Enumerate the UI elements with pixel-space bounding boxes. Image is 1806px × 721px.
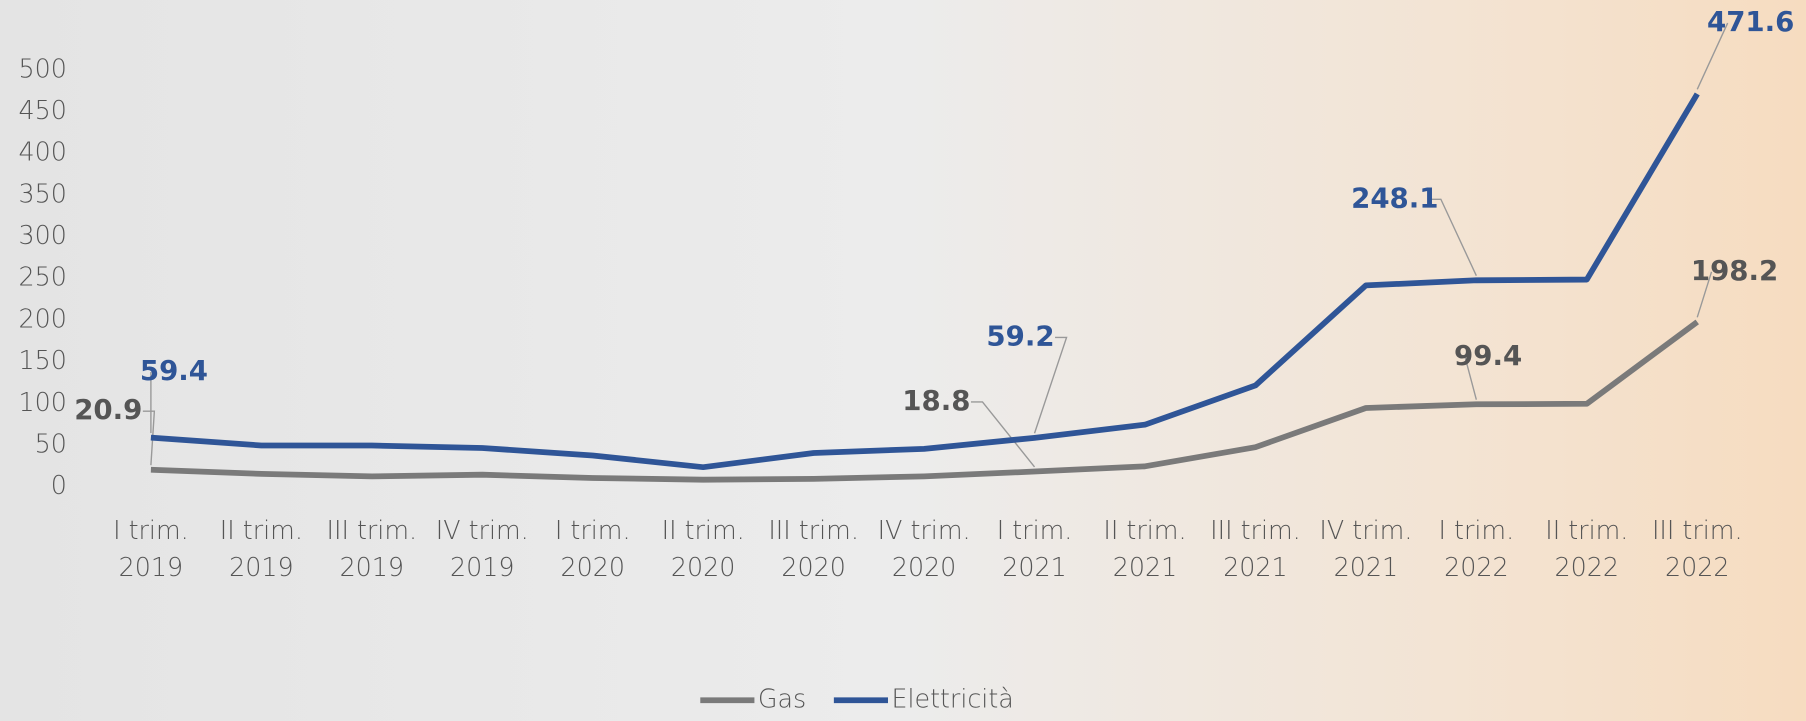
data-label: 59.4: [140, 354, 208, 387]
x-tick-label: 2020: [781, 552, 845, 582]
data-label: 248.1: [1351, 181, 1438, 214]
leader-line: [1696, 271, 1713, 318]
y-tick-label: 50: [35, 428, 67, 458]
x-tick-label: 2020: [892, 552, 956, 582]
leader-line: [1696, 22, 1729, 90]
data-label: 198.2: [1691, 254, 1778, 287]
x-tick-label: 2022: [1665, 552, 1729, 582]
x-tick-label: IV trim.: [1319, 515, 1412, 545]
y-tick-label: 100: [18, 387, 66, 417]
x-tick-label: III trim.: [327, 515, 418, 545]
legend-label: Gas: [758, 683, 806, 713]
data-label: 20.9: [74, 393, 142, 426]
y-tick-label: 0: [51, 470, 67, 500]
x-tick-label: II trim.: [220, 515, 303, 545]
y-tick-label: 300: [18, 220, 66, 250]
y-tick-label: 250: [18, 262, 66, 292]
x-tick-label: III trim.: [1652, 515, 1743, 545]
x-tick-label: IV trim.: [436, 515, 529, 545]
x-tick-label: 2021: [1113, 552, 1177, 582]
x-tick-label: IV trim.: [878, 515, 971, 545]
x-tick-label: 2019: [119, 552, 183, 582]
leader-line: [1464, 356, 1478, 400]
legend-label: Elettricità: [891, 683, 1013, 713]
x-tick-label: 2022: [1555, 552, 1619, 582]
data-label: 18.8: [902, 384, 970, 417]
leader-line: [142, 410, 156, 466]
leader-line: [1429, 198, 1477, 276]
x-tick-label: I trim.: [997, 515, 1073, 545]
x-tick-label: 2020: [671, 552, 735, 582]
x-tick-label: 2021: [1223, 552, 1287, 582]
leader-line: [970, 401, 1036, 468]
y-tick-label: 500: [18, 53, 66, 83]
x-tick-label: 2021: [1334, 552, 1398, 582]
series-line: [150, 92, 1700, 471]
x-tick-label: I trim.: [113, 515, 189, 545]
x-tick-label: 2020: [560, 552, 624, 582]
y-tick-label: 400: [18, 137, 66, 167]
x-tick-label: 2019: [450, 552, 514, 582]
x-tick-label: 2019: [229, 552, 293, 582]
y-tick-label: 450: [18, 95, 66, 125]
x-tick-label: III trim.: [1210, 515, 1301, 545]
x-tick-label: I trim.: [1439, 515, 1515, 545]
y-tick-label: 350: [18, 178, 66, 208]
data-label: 59.2: [986, 319, 1054, 352]
x-tick-label: II trim.: [662, 515, 745, 545]
series-line: [150, 319, 1699, 483]
y-tick-label: 150: [18, 345, 66, 375]
y-tick-label: 200: [18, 303, 66, 333]
x-tick-label: 2021: [1002, 552, 1066, 582]
data-label: 99.4: [1454, 339, 1522, 372]
x-tick-label: 2022: [1444, 552, 1508, 582]
x-tick-label: 2019: [340, 552, 404, 582]
x-tick-label: I trim.: [555, 515, 631, 545]
x-tick-label: II trim.: [1103, 515, 1186, 545]
x-tick-label: II trim.: [1545, 515, 1628, 545]
leader-line: [1033, 336, 1068, 434]
x-tick-label: III trim.: [768, 515, 859, 545]
data-label: 471.6: [1707, 5, 1794, 38]
